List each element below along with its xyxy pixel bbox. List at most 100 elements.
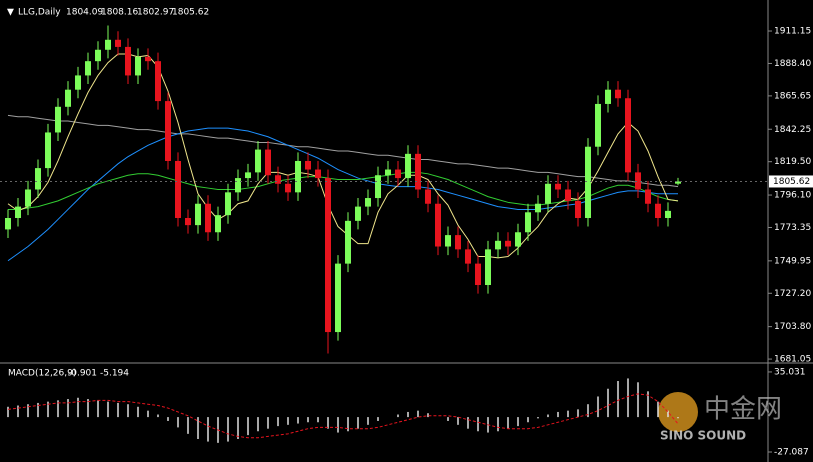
y-tick-label: 1796.10 <box>774 191 811 201</box>
watermark-brand: 中金网 <box>704 395 782 425</box>
candle-body <box>385 169 391 176</box>
candle-body <box>605 89 611 104</box>
y-tick-label: 1888.40 <box>774 59 811 69</box>
signal-value: -5.194 <box>100 369 129 379</box>
watermark-english: SINO SOUND <box>660 429 746 443</box>
y-tick-label: -27.087 <box>774 447 809 457</box>
signal-line <box>7 393 679 439</box>
candle-body <box>75 75 81 90</box>
watermark-logo <box>658 392 698 432</box>
candle-body <box>155 61 161 102</box>
candle-body <box>315 169 321 179</box>
candle-body <box>485 249 491 286</box>
candle-body <box>255 149 261 173</box>
y-tick-label: 1749.95 <box>774 256 811 266</box>
candle-body <box>185 218 191 226</box>
candle-body <box>105 39 111 50</box>
candle-body <box>545 183 551 204</box>
candle-body <box>265 149 271 176</box>
candle-body <box>15 206 21 219</box>
candle-body <box>595 103 601 147</box>
candle-body <box>165 101 171 161</box>
macd-value: -0.901 <box>68 369 97 379</box>
open-value: 1804.09 <box>66 8 103 18</box>
candle-body <box>375 175 381 199</box>
candle-body <box>35 168 41 190</box>
price-label: 1805.62 <box>773 177 810 187</box>
candle-body <box>325 178 331 333</box>
macd-title: MACD(12,26,9) <box>8 369 76 379</box>
y-tick-label: 1911.15 <box>774 27 811 37</box>
candle-body <box>575 200 581 219</box>
candle-body <box>425 189 431 204</box>
candle-body <box>585 146 591 219</box>
y-tick-label: 35.031 <box>774 367 806 377</box>
y-tick-label: 1727.20 <box>774 289 811 299</box>
candle-body <box>305 160 311 170</box>
moving-average <box>7 127 678 262</box>
y-tick-label: 1773.35 <box>774 223 811 233</box>
candle-body <box>145 56 151 62</box>
candle-body <box>625 98 631 173</box>
candle-body <box>645 189 651 204</box>
high-value: 1808.16 <box>101 8 138 18</box>
y-tick-label: 1819.50 <box>774 157 811 167</box>
candle-body <box>655 203 661 219</box>
candle-body <box>475 263 481 286</box>
triangle: ▼ <box>7 8 14 18</box>
candle-body <box>335 263 341 333</box>
candle-body <box>365 198 371 207</box>
candle-body <box>415 153 421 190</box>
candle-body <box>135 56 141 76</box>
candle-body <box>65 89 71 107</box>
candle-body <box>445 235 451 247</box>
candle-body <box>525 212 531 233</box>
candle-body <box>55 106 61 133</box>
candle-body <box>495 240 501 250</box>
price-label-box <box>769 175 813 188</box>
candle-body <box>285 183 291 193</box>
y-tick-label: 1865.65 <box>774 91 811 101</box>
candle-body <box>5 218 11 230</box>
candle-body <box>225 192 231 216</box>
candle-body <box>435 203 441 247</box>
candle-body <box>345 220 351 264</box>
candle-body <box>295 160 301 193</box>
y-tick-label: 1681.05 <box>774 355 811 365</box>
close-value: 1805.62 <box>172 8 209 18</box>
candle-body <box>395 169 401 179</box>
candle-body <box>275 175 281 184</box>
candle-body <box>355 206 361 221</box>
candle-body <box>45 132 51 169</box>
candle-body <box>85 61 91 76</box>
candle-body <box>175 160 181 219</box>
candle-body <box>505 240 511 247</box>
candle-body <box>535 203 541 213</box>
candle-body <box>95 49 101 62</box>
candle-body <box>215 215 221 233</box>
low-value: 1802.97 <box>137 8 174 18</box>
candle-body <box>115 39 121 47</box>
candle-body <box>235 178 241 193</box>
candle-body <box>125 46 131 76</box>
candle-body <box>665 210 671 219</box>
candle-body <box>615 89 621 99</box>
candle-body <box>405 153 411 179</box>
candle-body <box>195 203 201 226</box>
y-tick-label: 1703.80 <box>774 322 811 332</box>
moving-average <box>7 114 679 188</box>
candle-body <box>25 189 31 207</box>
candle-body <box>205 203 211 233</box>
candle-body <box>565 189 571 201</box>
candle-body <box>515 232 521 247</box>
moving-average <box>8 171 679 210</box>
candle-body <box>635 172 641 190</box>
candle-body <box>455 235 461 250</box>
chart-title: LLG,Daily <box>18 8 61 18</box>
candle-body <box>675 181 681 184</box>
candle-body <box>465 249 471 264</box>
candle-body <box>245 172 251 179</box>
y-tick-label: 1842.25 <box>774 125 811 135</box>
